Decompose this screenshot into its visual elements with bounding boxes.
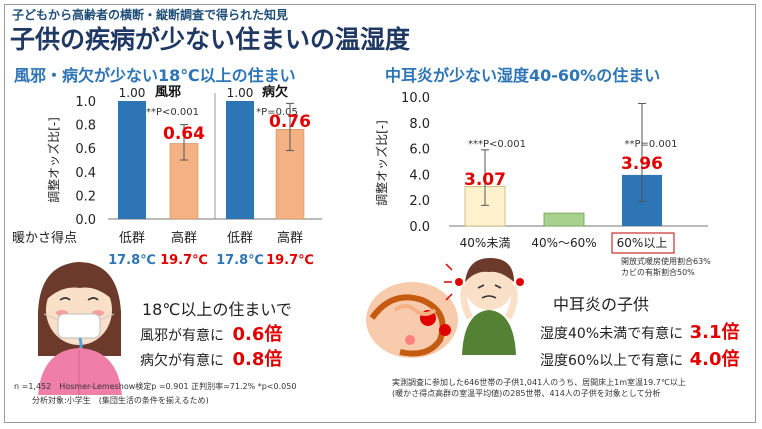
x-tick-label: 40%未満 <box>460 236 511 250</box>
data-label: 0.64 <box>163 124 205 144</box>
x-axis-label: 暖かさ得点 <box>12 230 77 246</box>
y-tick-label: 0.6 <box>75 142 96 157</box>
y-tick-label: 0.8 <box>75 119 96 134</box>
right-footnote-1: 実測調査に参加した646世帯の子供1,041人のうち、居間床上1m室温19.7℃… <box>392 378 686 387</box>
y-tick-label: 4.0 <box>409 168 430 183</box>
result-prefix: 風邪が有意に <box>140 328 224 344</box>
x-tick-label: 60%以上 <box>617 236 668 250</box>
temperature-label: 19.7℃ <box>266 253 314 268</box>
result-prefix: 湿度40%未満で有意に <box>540 326 684 342</box>
right-section-title: 中耳炎が少ない湿度40-60%の住まい <box>385 66 661 85</box>
group-title: 病欠 <box>262 84 288 100</box>
data-label: 1.00 <box>119 86 146 100</box>
data-label: 3.96 <box>621 154 663 174</box>
result-prefix: 病欠が有意に <box>140 353 224 369</box>
page-title: 子供の疾病が少ない住まいの温湿度 <box>10 25 411 54</box>
y-tick-label: 6.0 <box>409 143 430 158</box>
bar <box>169 143 199 220</box>
data-label: 1.00 <box>227 86 254 100</box>
significance-label: ***P<0.001 <box>141 107 199 118</box>
y-tick-label: 10.0 <box>401 91 430 106</box>
result-prefix: 湿度60%以上で有意に <box>540 353 684 369</box>
data-label: 3.07 <box>464 170 506 190</box>
right-result-heading: 中耳炎の子供 <box>553 295 650 314</box>
y-axis-label: 調整オッズ比[-] <box>46 117 61 203</box>
right-note-1: 開放式暖房使用割合63% <box>621 257 711 266</box>
y-tick-label: 0.0 <box>409 220 430 235</box>
temperature-label: 19.7℃ <box>160 253 208 268</box>
temperature-label: 17.8℃ <box>108 253 156 268</box>
significance-label: *P=0.05 <box>256 107 298 118</box>
right-result-line-2: 湿度60%以上で有意に 4.0倍 <box>540 345 739 371</box>
left-footnote-2: 分析対象:小学生 (集団生活の条件を揃えるため) <box>32 396 209 405</box>
right-footnote-2: (暖かさ得点高群の室温平均値)の285世帯、414人の子供を対象として分析 <box>392 389 661 398</box>
bar <box>226 101 254 219</box>
bar <box>543 212 585 227</box>
group-title: 風邪 <box>155 85 181 100</box>
right-result-line-1: 湿度40%未満で有意に 3.1倍 <box>540 318 739 344</box>
significance-label: ***P<0.001 <box>468 139 526 150</box>
y-tick-label: 0.0 <box>75 213 96 228</box>
y-axis-label: 調整オッズ比[-] <box>374 120 389 206</box>
y-tick-label: 0.2 <box>75 189 96 204</box>
supertitle: 子どもから高齢者の横断・縦断調査で得られた知見 <box>12 8 289 22</box>
left-section-title: 風邪・病欠が少ない18℃以上の住まい <box>14 66 296 85</box>
y-tick-label: 2.0 <box>409 194 430 209</box>
significance-label: **P=0.001 <box>624 139 677 150</box>
left-result-heading: 18℃以上の住まいで <box>142 300 292 319</box>
result-value: 3.1倍 <box>689 322 740 343</box>
x-tick-label: 低群 <box>227 231 253 246</box>
result-value: 0.8倍 <box>232 349 283 370</box>
y-tick-label: 0.4 <box>75 166 96 181</box>
x-tick-label: 高群 <box>277 230 303 246</box>
left-footnote-1: n =1,452 Hosmer-Lemeshow検定p =0.901 正判別率=… <box>14 382 297 391</box>
figure-frame <box>4 4 756 423</box>
left-result-line-2: 病欠が有意に 0.8倍 <box>140 345 282 371</box>
result-value: 0.6倍 <box>232 324 283 345</box>
highlight-box <box>611 232 675 254</box>
temperature-label: 17.8℃ <box>216 253 264 268</box>
y-tick-label: 8.0 <box>409 117 430 132</box>
x-tick-label: 40%～60% <box>531 236 596 250</box>
right-note-2: カビの有斯割合50% <box>621 268 695 277</box>
left-result-line-1: 風邪が有意に 0.6倍 <box>140 320 282 346</box>
x-tick-label: 低群 <box>119 231 145 246</box>
x-tick-label: 高群 <box>171 230 197 246</box>
bar <box>118 101 146 219</box>
data-label: 0.76 <box>269 112 311 132</box>
result-value: 4.0倍 <box>689 349 740 370</box>
y-tick-label: 1.0 <box>75 95 96 110</box>
